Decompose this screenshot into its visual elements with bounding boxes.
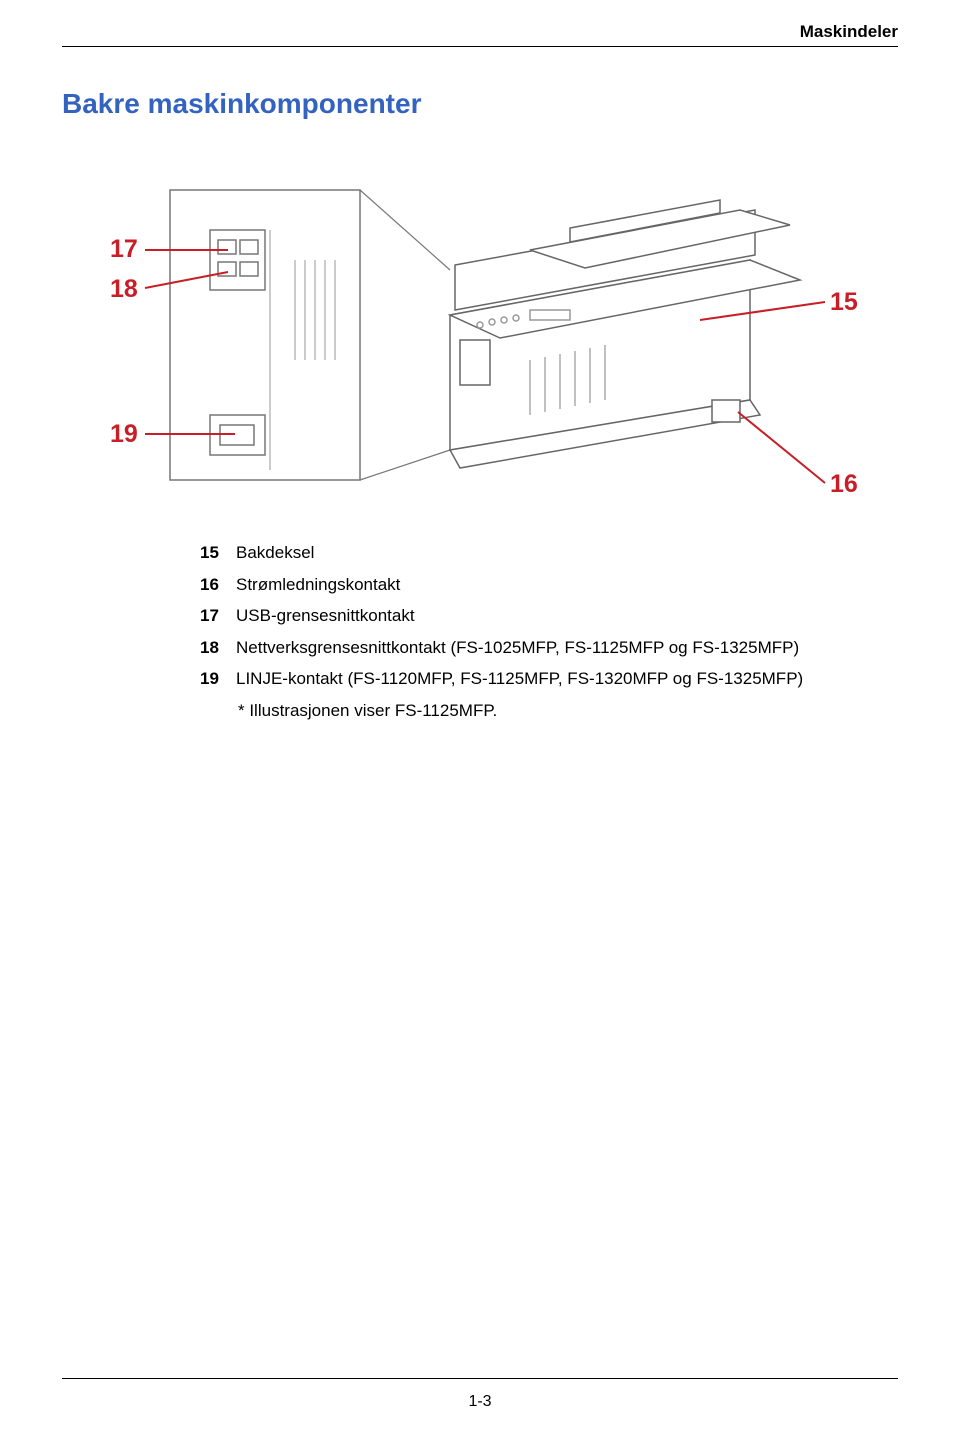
list-footnote: * Illustrasjonen viser FS-1125MFP. — [238, 698, 880, 724]
callout-17: 17 — [110, 235, 138, 264]
list-text: USB-grensesnittkontakt — [236, 603, 880, 629]
callout-19: 19 — [110, 420, 138, 449]
list-text: Bakdeksel — [236, 540, 880, 566]
list-item: 15 Bakdeksel — [200, 540, 880, 566]
component-list: 15 Bakdeksel 16 Strømledningskontakt 17 … — [200, 540, 880, 723]
header-section-label: Maskindeler — [800, 22, 898, 42]
callout-16: 16 — [830, 470, 858, 499]
list-item: 16 Strømledningskontakt — [200, 572, 880, 598]
list-num: 19 — [200, 666, 236, 692]
footer-rule — [62, 1378, 898, 1379]
list-text: Nettverksgrensesnittkontakt (FS-1025MFP,… — [236, 635, 880, 661]
page-title: Bakre maskinkomponenter — [62, 88, 421, 120]
list-num: 18 — [200, 635, 236, 661]
header-rule — [62, 46, 898, 47]
list-item: 18 Nettverksgrensesnittkontakt (FS-1025M… — [200, 635, 880, 661]
page-number: 1-3 — [0, 1393, 960, 1411]
callout-18: 18 — [110, 275, 138, 304]
list-text: LINJE-kontakt (FS-1120MFP, FS-1125MFP, F… — [236, 666, 880, 692]
list-num: 17 — [200, 603, 236, 629]
diagram: 17 18 19 15 16 — [100, 150, 880, 515]
list-num: 16 — [200, 572, 236, 598]
callout-15: 15 — [830, 288, 858, 317]
diagram-svg — [100, 150, 880, 515]
list-text: Strømledningskontakt — [236, 572, 880, 598]
list-item: 17 USB-grensesnittkontakt — [200, 603, 880, 629]
list-num: 15 — [200, 540, 236, 566]
list-item: 19 LINJE-kontakt (FS-1120MFP, FS-1125MFP… — [200, 666, 880, 692]
